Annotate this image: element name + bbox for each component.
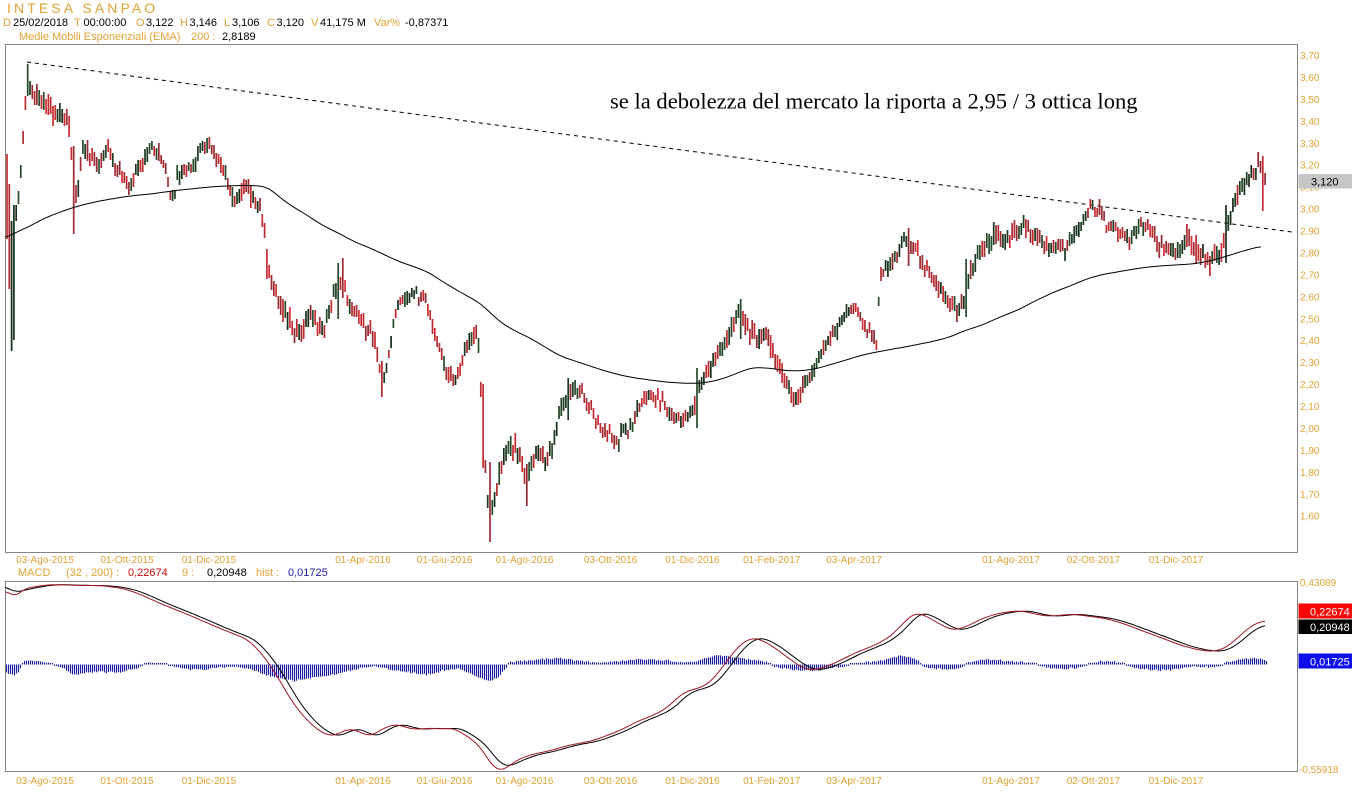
svg-text:00:00:00: 00:00:00	[84, 17, 127, 29]
svg-text:02-Ott-2017: 02-Ott-2017	[1067, 776, 1121, 787]
svg-text:01-Ago-2016: 01-Ago-2016	[496, 776, 554, 787]
svg-text:3,70: 3,70	[1300, 51, 1320, 62]
svg-text:01-Apr-2016: 01-Apr-2016	[335, 776, 391, 787]
svg-text:01-Ago-2017: 01-Ago-2017	[982, 776, 1040, 787]
svg-text:Var%: Var%	[374, 17, 400, 29]
svg-text:01-Ago-2017: 01-Ago-2017	[982, 555, 1040, 566]
svg-text:01-Feb-2017: 01-Feb-2017	[743, 776, 801, 787]
svg-text:O: O	[136, 17, 145, 29]
svg-text:1,70: 1,70	[1300, 490, 1320, 501]
svg-text:01-Dic-2016: 01-Dic-2016	[665, 555, 720, 566]
svg-text:0,20948: 0,20948	[207, 567, 247, 579]
svg-text:2,30: 2,30	[1300, 358, 1320, 369]
svg-text:1,60: 1,60	[1300, 512, 1320, 523]
svg-text:1,90: 1,90	[1300, 446, 1320, 457]
svg-text:D: D	[3, 17, 11, 29]
svg-text:200 :: 200 :	[191, 31, 215, 43]
svg-text:T: T	[74, 17, 81, 29]
svg-text:0,22674: 0,22674	[128, 567, 168, 579]
svg-text:01-Dic-2017: 01-Dic-2017	[1149, 776, 1204, 787]
svg-text:(32 , 200) :: (32 , 200) :	[66, 567, 119, 579]
svg-text:01-Giu-2016: 01-Giu-2016	[417, 776, 473, 787]
svg-text:-0,55918: -0,55918	[1299, 765, 1339, 776]
svg-text:L: L	[224, 17, 230, 29]
svg-text:03-Apr-2017: 03-Apr-2017	[826, 776, 882, 787]
svg-text:03-Ago-2015: 03-Ago-2015	[16, 555, 74, 566]
svg-text:0,22674: 0,22674	[1310, 607, 1350, 619]
svg-text:3,122: 3,122	[146, 17, 174, 29]
svg-text:3,120: 3,120	[277, 17, 305, 29]
svg-text:3,60: 3,60	[1300, 73, 1320, 84]
svg-text:0,43089: 0,43089	[1300, 578, 1337, 589]
svg-text:03-Ott-2016: 03-Ott-2016	[584, 776, 638, 787]
svg-text:3,30: 3,30	[1300, 139, 1320, 150]
svg-text:01-Dic-2015: 01-Dic-2015	[182, 555, 237, 566]
svg-text:MACD: MACD	[18, 567, 50, 579]
svg-text:2,60: 2,60	[1300, 292, 1320, 303]
svg-text:01-Dic-2016: 01-Dic-2016	[665, 776, 720, 787]
svg-text:0,01725: 0,01725	[288, 567, 328, 579]
svg-text:01-Ago-2016: 01-Ago-2016	[496, 555, 554, 566]
svg-text:3,00: 3,00	[1300, 205, 1320, 216]
svg-text:01-Ott-2015: 01-Ott-2015	[100, 555, 154, 566]
svg-text:01-Apr-2016: 01-Apr-2016	[335, 555, 391, 566]
svg-text:9 :: 9 :	[182, 567, 194, 579]
svg-text:0,01725: 0,01725	[1310, 657, 1350, 669]
svg-text:3,40: 3,40	[1300, 117, 1320, 128]
svg-text:2,70: 2,70	[1300, 270, 1320, 281]
svg-text:3,106: 3,106	[232, 17, 260, 29]
svg-text:2,00: 2,00	[1300, 424, 1320, 435]
svg-text:2,40: 2,40	[1300, 336, 1320, 347]
svg-text:-0,87371: -0,87371	[405, 17, 448, 29]
svg-text:2,20: 2,20	[1300, 380, 1320, 391]
svg-text:H: H	[180, 17, 188, 29]
svg-text:02-Ott-2017: 02-Ott-2017	[1067, 555, 1121, 566]
svg-text:2,8189: 2,8189	[222, 31, 256, 43]
svg-text:03-Ago-2015: 03-Ago-2015	[16, 776, 74, 787]
svg-text:3,146: 3,146	[190, 17, 218, 29]
svg-text:hist :: hist :	[256, 567, 279, 579]
svg-text:C: C	[267, 17, 275, 29]
svg-text:03-Apr-2017: 03-Apr-2017	[826, 555, 882, 566]
svg-text:01-Ott-2015: 01-Ott-2015	[100, 776, 154, 787]
svg-text:03-Ott-2016: 03-Ott-2016	[584, 555, 638, 566]
svg-text:2,50: 2,50	[1300, 314, 1320, 325]
svg-text:3,120: 3,120	[1311, 177, 1339, 189]
svg-text:se la debolezza del mercato la: se la debolezza del mercato la riporta a…	[610, 89, 1138, 114]
svg-text:01-Dic-2015: 01-Dic-2015	[182, 776, 237, 787]
svg-text:2,80: 2,80	[1300, 248, 1320, 259]
svg-text:2,10: 2,10	[1300, 402, 1320, 413]
svg-text:01-Giu-2016: 01-Giu-2016	[417, 555, 473, 566]
svg-text:01-Feb-2017: 01-Feb-2017	[743, 555, 801, 566]
svg-text:01-Dic-2017: 01-Dic-2017	[1149, 555, 1204, 566]
svg-text:41,175 M: 41,175 M	[320, 17, 366, 29]
svg-text:V: V	[311, 17, 319, 29]
svg-text:1,80: 1,80	[1300, 468, 1320, 479]
svg-text:3,50: 3,50	[1300, 95, 1320, 106]
svg-text:3,20: 3,20	[1300, 161, 1320, 172]
svg-text:INTESA SANPAO: INTESA SANPAO	[7, 0, 158, 16]
svg-text:2,90: 2,90	[1300, 227, 1320, 238]
svg-text:0,20948: 0,20948	[1310, 622, 1350, 634]
svg-text:25/02/2018: 25/02/2018	[13, 17, 68, 29]
svg-text:Medie Mobili Esponenziali (EMA: Medie Mobili Esponenziali (EMA)	[19, 31, 180, 43]
